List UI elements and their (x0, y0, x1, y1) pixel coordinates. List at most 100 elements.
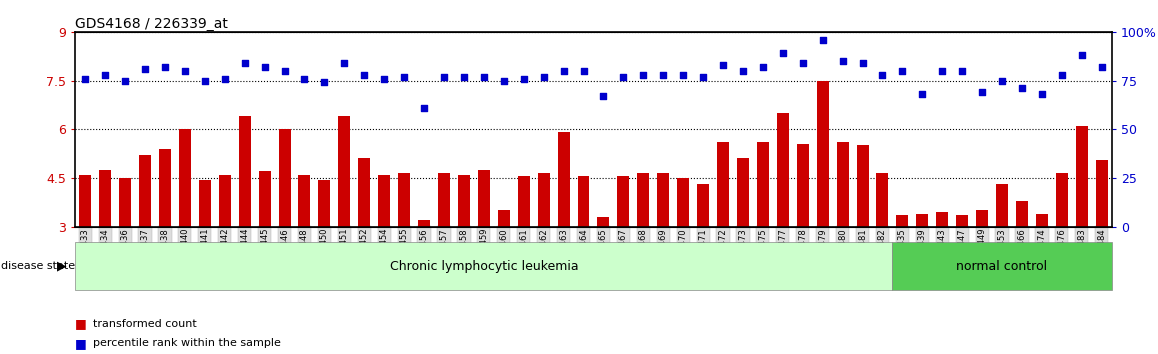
Point (754, 64, 772, 70)
Bar (159, 149, 171, 227)
Bar (937, 212, 948, 227)
Point (356, 72, 374, 78)
Bar (139, 155, 151, 227)
Point (155, 64, 174, 70)
Bar (777, 113, 789, 227)
Bar (79, 175, 91, 227)
Bar (398, 173, 410, 227)
Text: ■: ■ (75, 337, 87, 350)
Point (256, 64, 274, 70)
Point (76, 76, 95, 81)
Point (893, 68, 911, 74)
Bar (598, 217, 609, 227)
Point (135, 66, 154, 72)
Point (1092, 64, 1111, 70)
Point (475, 74, 493, 80)
Point (713, 62, 732, 68)
Bar (178, 129, 191, 227)
Bar (1076, 126, 1087, 227)
Point (295, 76, 314, 81)
Bar (239, 116, 250, 227)
Bar (258, 171, 271, 227)
Text: transformed count: transformed count (93, 319, 197, 329)
Bar (957, 215, 968, 227)
Point (873, 72, 892, 78)
Bar (797, 144, 808, 227)
Point (635, 72, 653, 78)
Bar (857, 145, 868, 227)
Point (116, 78, 134, 84)
Bar (457, 175, 470, 227)
Point (953, 68, 972, 74)
Point (395, 74, 413, 80)
Bar (976, 210, 988, 227)
Point (1013, 86, 1032, 91)
Point (215, 76, 234, 81)
Point (415, 105, 433, 110)
Point (674, 72, 692, 78)
Point (734, 68, 753, 74)
Point (933, 68, 952, 74)
Bar (816, 81, 829, 227)
Bar (736, 159, 749, 227)
Bar (299, 175, 310, 227)
Point (235, 60, 254, 66)
Point (594, 93, 613, 99)
Bar (658, 173, 669, 227)
Bar (697, 184, 709, 227)
Point (96, 72, 115, 78)
Bar (279, 129, 291, 227)
Bar (1095, 160, 1108, 227)
Point (853, 60, 872, 66)
Bar (219, 175, 230, 227)
Point (494, 78, 513, 84)
Bar (637, 173, 650, 227)
Text: GDS4168 / 226339_at: GDS4168 / 226339_at (75, 17, 228, 31)
Bar (498, 210, 510, 227)
Text: percentile rank within the sample: percentile rank within the sample (93, 338, 280, 348)
Bar (916, 213, 929, 227)
Bar (1016, 201, 1028, 227)
Bar (757, 142, 769, 227)
Text: ▶: ▶ (57, 260, 66, 273)
Point (774, 51, 792, 56)
Point (514, 76, 533, 81)
Point (196, 78, 214, 84)
Point (834, 58, 852, 64)
Point (276, 68, 294, 74)
Bar (836, 142, 849, 227)
Bar (996, 184, 1009, 227)
Bar (318, 179, 330, 227)
Bar (119, 178, 131, 227)
Bar (438, 173, 450, 227)
Point (694, 74, 712, 80)
Bar (358, 159, 371, 227)
Bar (578, 176, 589, 227)
Text: ■: ■ (75, 318, 87, 330)
Bar (100, 170, 111, 227)
Point (813, 37, 831, 42)
Point (992, 78, 1011, 84)
Point (913, 91, 931, 97)
Point (793, 60, 812, 66)
Bar (379, 175, 390, 227)
Point (614, 74, 632, 80)
Bar (537, 173, 550, 227)
Point (335, 60, 353, 66)
Bar (478, 170, 490, 227)
Bar (717, 142, 730, 227)
Point (176, 68, 195, 74)
Point (973, 90, 991, 95)
Bar (617, 176, 629, 227)
Point (315, 80, 334, 85)
Bar (896, 215, 908, 227)
Bar (418, 220, 430, 227)
Bar (558, 132, 570, 227)
Text: normal control: normal control (957, 260, 1048, 273)
Point (1033, 91, 1051, 97)
Bar (199, 179, 211, 227)
Point (654, 72, 673, 78)
Point (455, 74, 474, 80)
Point (434, 74, 453, 80)
Point (375, 76, 394, 81)
